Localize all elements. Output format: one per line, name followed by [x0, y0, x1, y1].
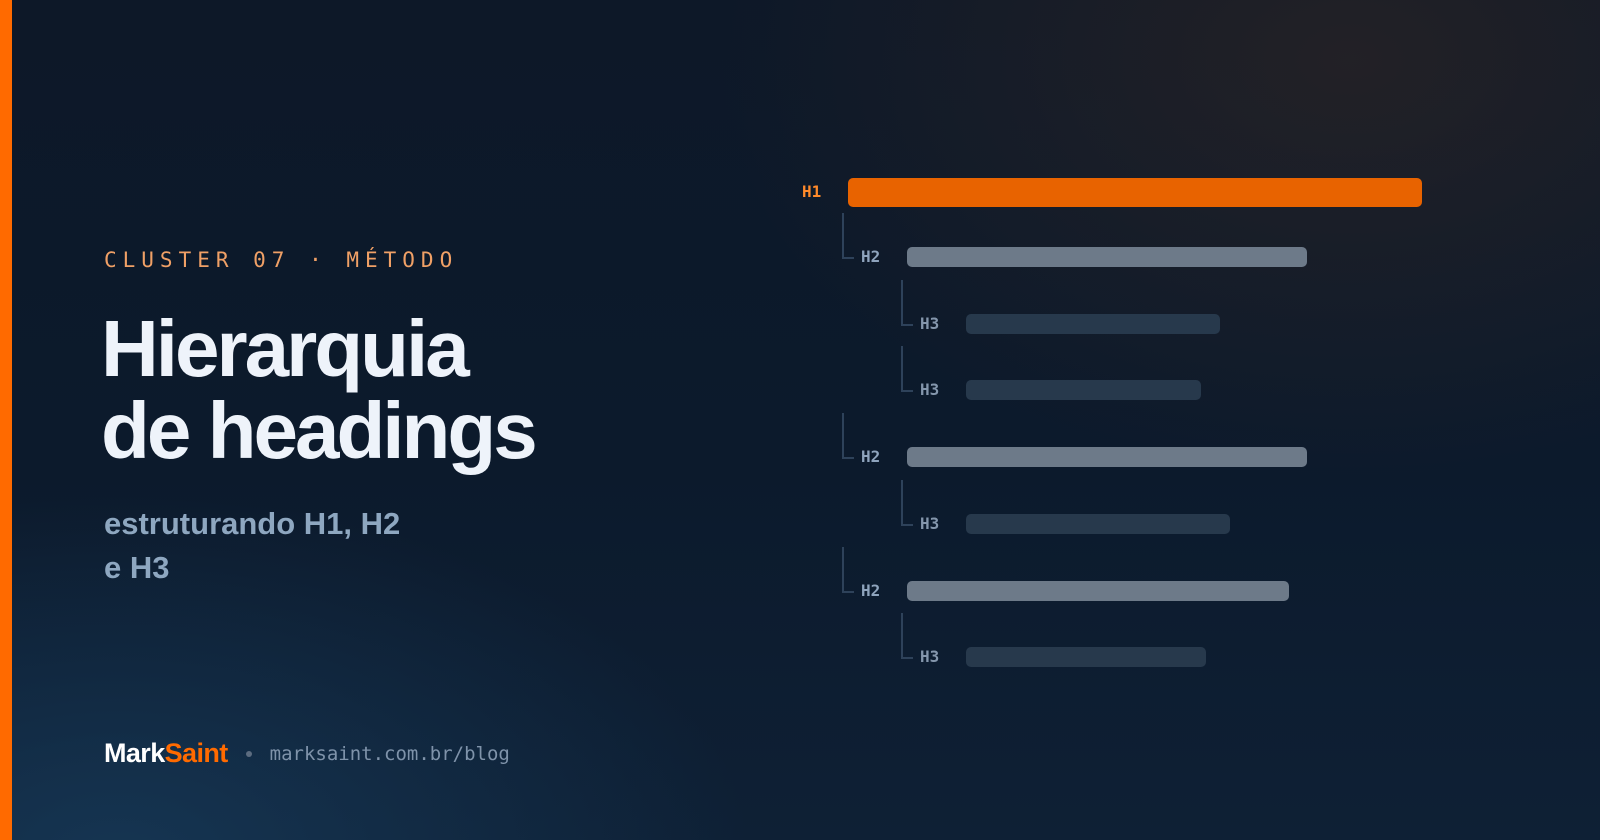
outline-bar-h3	[966, 514, 1230, 534]
outline-connector	[842, 547, 854, 593]
footer: MarkSaint marksaint.com.br/blog	[104, 738, 510, 769]
text-column: CLUSTER 07 · MÉTODO Hierarquia de headin…	[101, 0, 724, 840]
title-line-2: de headings	[101, 386, 538, 475]
subtitle: estruturando H1, H2 e H3	[104, 502, 400, 590]
outline-connector	[901, 613, 913, 659]
eyebrow-label: CLUSTER 07 · MÉTODO	[104, 248, 459, 272]
outline-connector	[901, 480, 913, 526]
outline-tag-h3: H3	[920, 314, 940, 333]
subtitle-line-1: estruturando H1, H2	[104, 506, 401, 541]
outline-bar-h2	[907, 247, 1307, 267]
outline-connector	[901, 280, 913, 326]
outline-connector	[842, 213, 854, 259]
title-line-1: Hierarquia	[101, 304, 470, 393]
outline-tag-h3: H3	[920, 647, 940, 666]
outline-tag-h3: H3	[920, 514, 940, 533]
brand-logo-part-2: Saint	[164, 738, 229, 768]
outline-bar-h1	[848, 177, 1422, 207]
blog-url-link[interactable]: marksaint.com.br/blog	[269, 742, 510, 765]
outline-tag-h2: H2	[861, 581, 881, 600]
outline-bar-h2	[907, 581, 1289, 601]
separator-dot	[245, 750, 252, 757]
accent-stripe	[0, 0, 12, 840]
brand-logo-part-1: Mark	[104, 738, 165, 768]
outline-bar-h3	[966, 380, 1201, 400]
brand-logo[interactable]: MarkSaint	[104, 738, 228, 769]
outline-bar-h3	[966, 314, 1220, 334]
outline-bar-h3	[966, 647, 1206, 667]
outline-connector	[901, 346, 913, 392]
outline-tag-h3: H3	[920, 380, 940, 399]
outline-tag-h2: H2	[861, 447, 881, 466]
outline-bar-h2	[907, 447, 1307, 467]
subtitle-line-2: e H3	[104, 550, 170, 585]
outline-tag-h2: H2	[861, 247, 881, 266]
page-title: Hierarquia de headings	[101, 304, 538, 475]
outline-connector	[842, 413, 854, 459]
outline-tag-h1: H1	[802, 182, 822, 201]
